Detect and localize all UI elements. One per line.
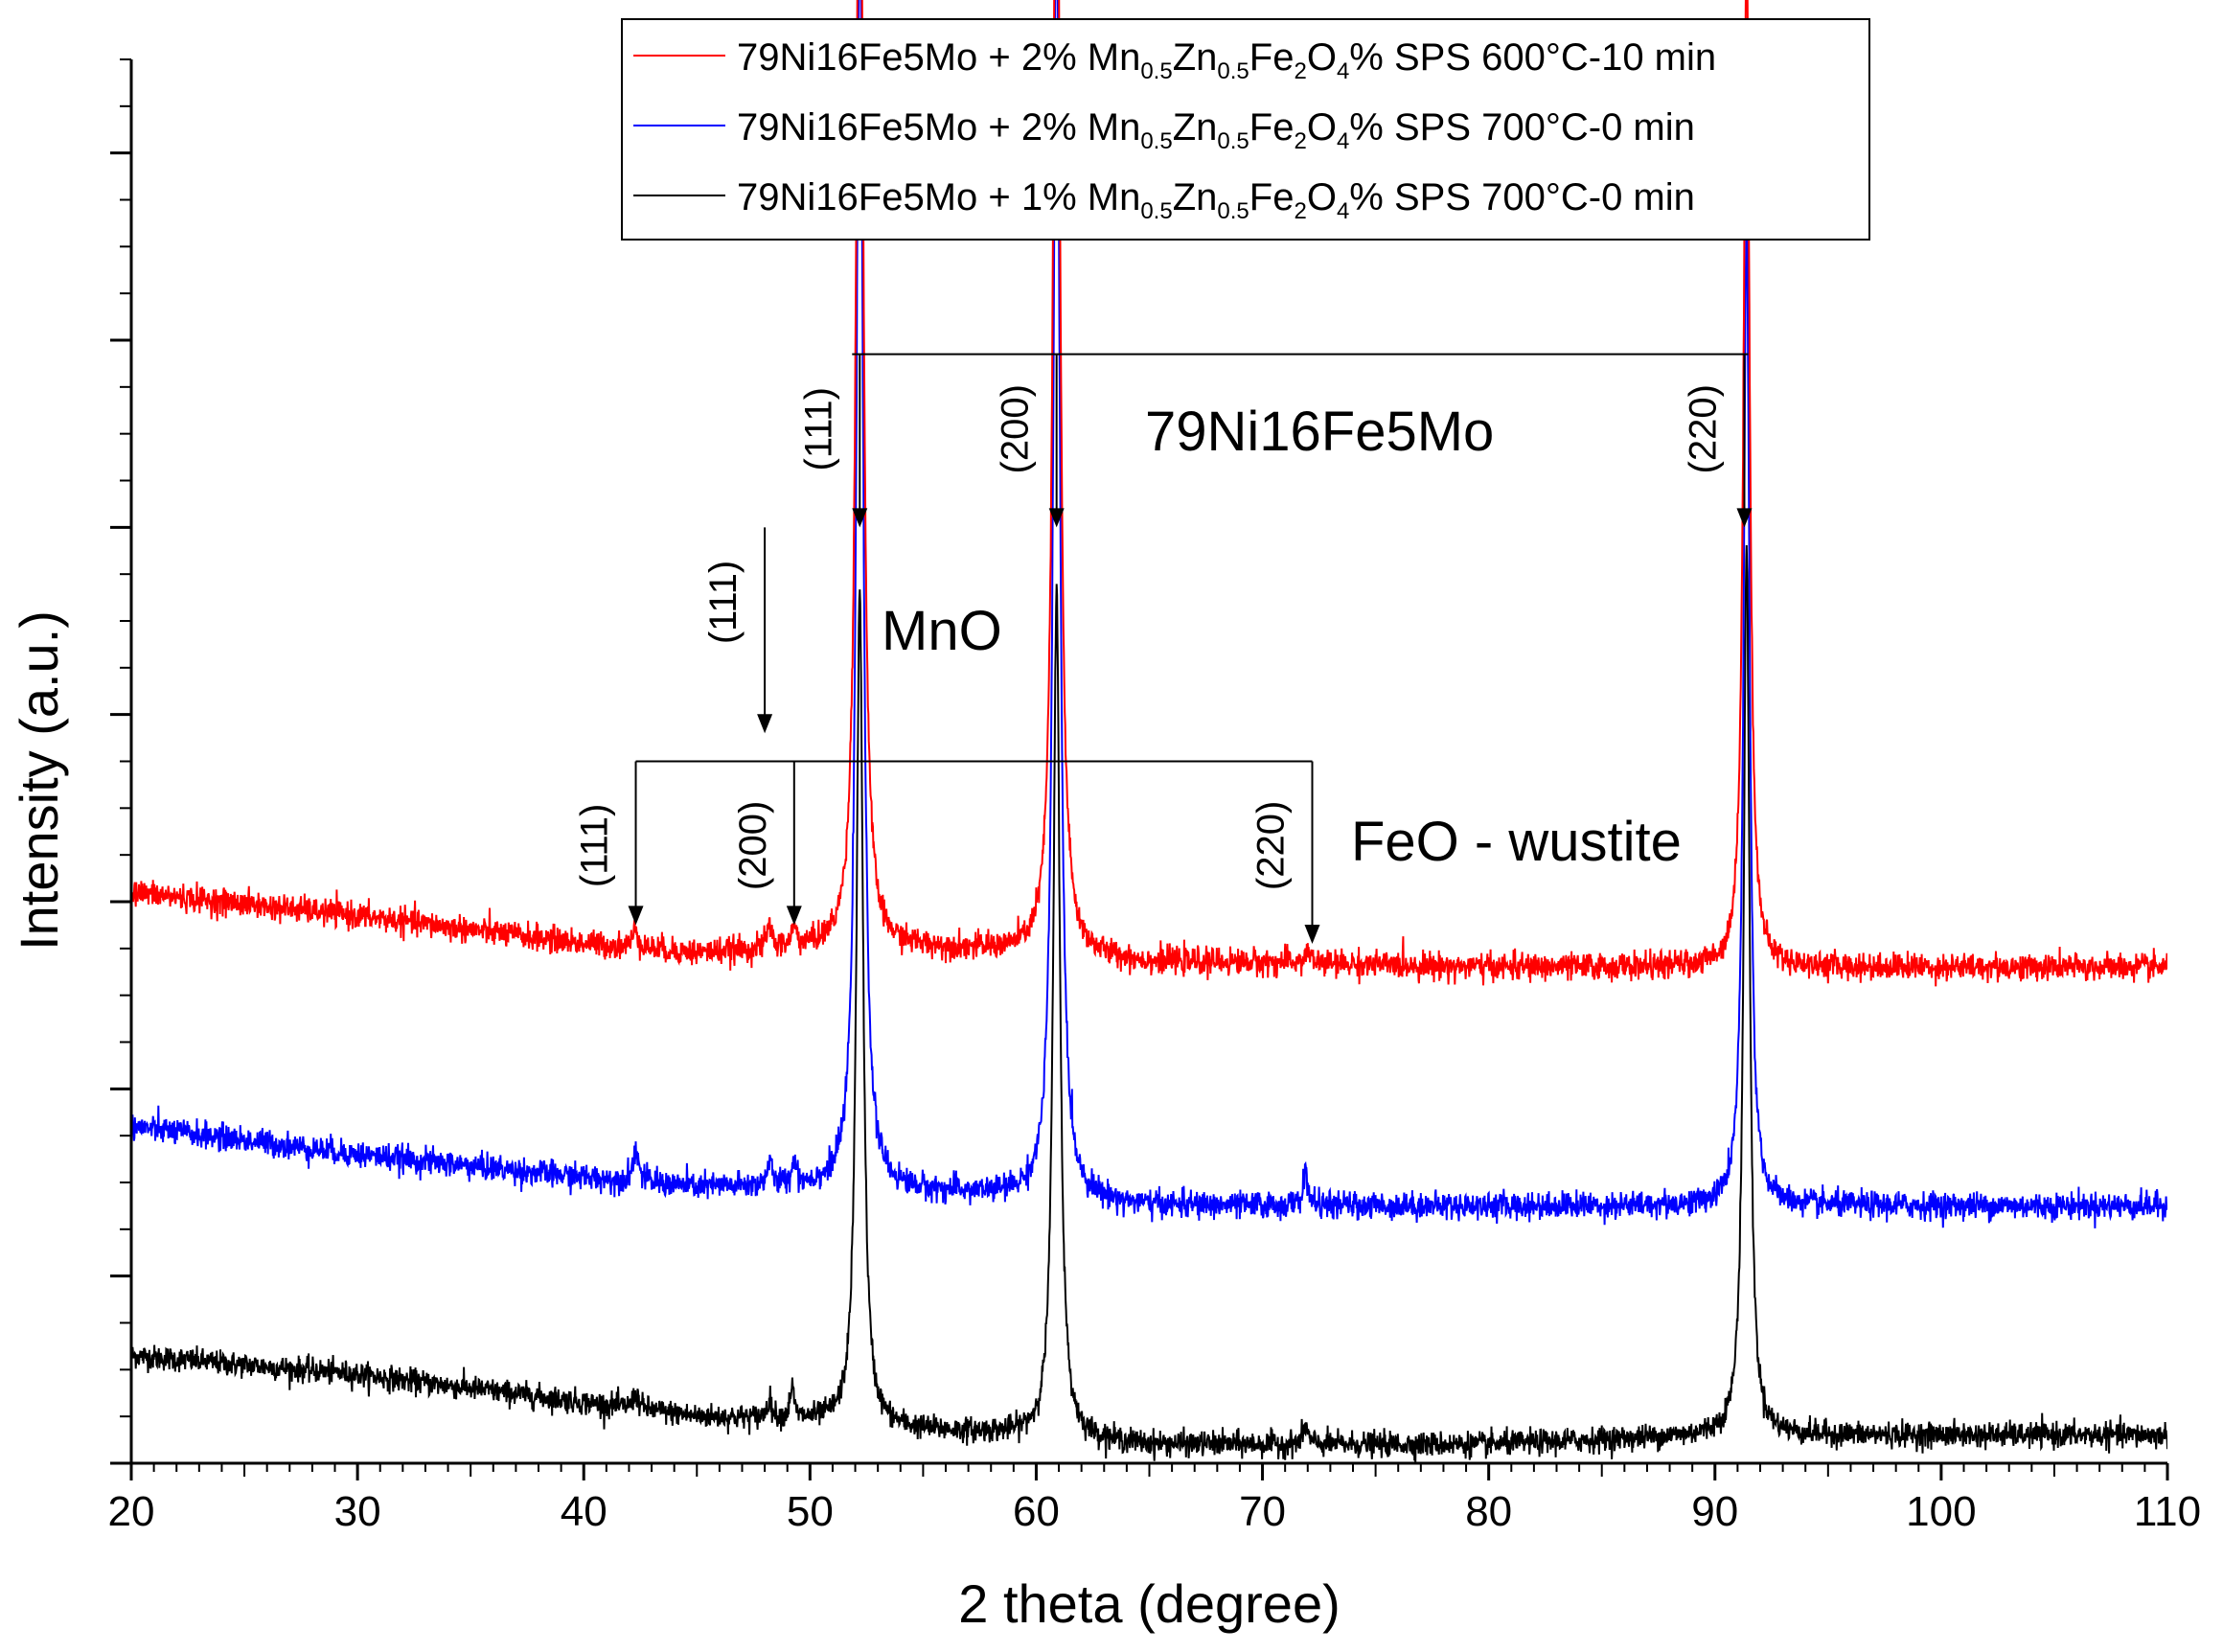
x-tick-label: 40	[561, 1488, 607, 1535]
series-layer	[131, 0, 2167, 1463]
series-line-1	[131, 0, 2167, 987]
ni-hkl-label-3: (220)	[1682, 384, 1724, 473]
x-tick-label: 30	[334, 1488, 381, 1535]
x-axis-label: 2 theta (degree)	[958, 1573, 1340, 1634]
legend-entry-3: 79Ni16Fe5Mo + 1% Mn0.5Zn0.5Fe2O4% SPS 70…	[737, 176, 1695, 224]
mno-arrow-head	[757, 714, 773, 734]
legend: 79Ni16Fe5Mo + 2% Mn0.5Zn0.5Fe2O4% SPS 60…	[621, 18, 1870, 241]
ni-hkl-label-1: (111)	[797, 387, 839, 470]
legend-entry-2: 79Ni16Fe5Mo + 2% Mn0.5Zn0.5Fe2O4% SPS 70…	[737, 106, 1695, 154]
x-tick-label: 50	[787, 1488, 834, 1535]
feo-peak-arrow-1-head	[628, 906, 644, 926]
ni-phase-label: 79Ni16Fe5Mo	[1145, 401, 1494, 463]
series-line-2	[131, 0, 2167, 1228]
legend-entry-1: 79Ni16Fe5Mo + 2% Mn0.5Zn0.5Fe2O4% SPS 60…	[737, 36, 1716, 84]
x-tick-label: 90	[1691, 1488, 1738, 1535]
y-axis-label: Intensity (a.u.)	[9, 610, 69, 951]
ni-peak-arrow-1-head	[852, 508, 868, 528]
ni-peak-arrow-3-head	[1736, 508, 1753, 528]
mno-hkl-label: (111)	[702, 561, 745, 644]
x-tick-label: 110	[2134, 1488, 2201, 1535]
axes-layer: 20 30 40 50 60 70 80 90 100 110 2 theta (degree) In…	[9, 58, 2201, 1634]
feo-hkl-label-3: (220)	[1250, 801, 1293, 890]
feo-peak-arrow-3-head	[1304, 924, 1320, 944]
feo-hkl-label-2: (200)	[732, 801, 774, 890]
x-tick-label: 80	[1465, 1488, 1512, 1535]
feo-hkl-label-1: (111)	[574, 804, 616, 887]
legend-box	[621, 18, 1870, 241]
ni-peak-arrow-2-head	[1048, 508, 1065, 528]
ni-hkl-label-2: (200)	[995, 384, 1037, 473]
x-tick-label: 70	[1239, 1488, 1286, 1535]
mno-label: MnO	[882, 600, 1002, 662]
annotation-layer: (111) (200) (220) 79Ni16Fe5Mo (111) MnO (111) (…	[574, 353, 1753, 944]
x-tick-label: 60	[1013, 1488, 1060, 1535]
series-line-3	[131, 544, 2167, 1463]
x-tick-label: 100	[1906, 1488, 1976, 1535]
feo-peak-arrow-2-head	[786, 906, 802, 926]
feo-label: FeO - wustite	[1351, 811, 1682, 873]
x-tick-label: 20	[108, 1488, 155, 1535]
